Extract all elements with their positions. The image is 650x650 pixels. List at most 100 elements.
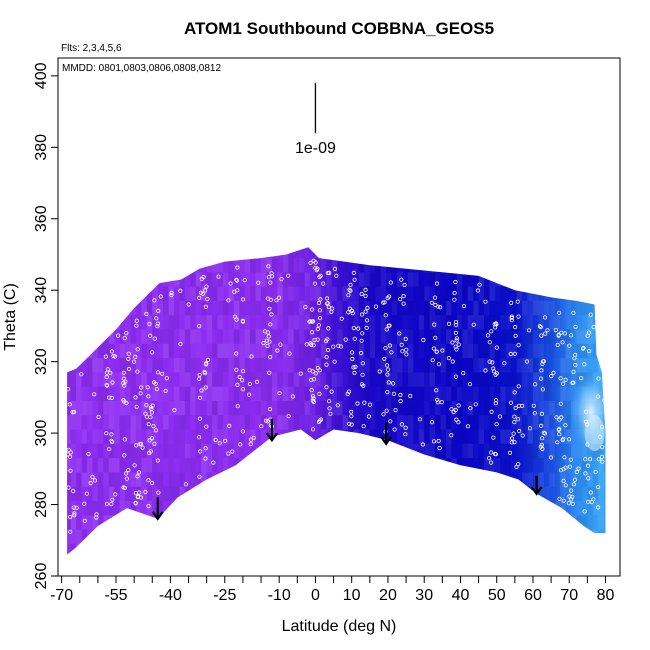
sample-point xyxy=(566,437,572,442)
sample-point xyxy=(364,325,369,330)
sample-point xyxy=(567,343,572,348)
sample-point xyxy=(84,491,90,496)
sample-point xyxy=(154,386,159,392)
sample-point xyxy=(558,401,563,406)
sample-point xyxy=(317,274,322,280)
sample-point xyxy=(602,398,607,403)
sample-point xyxy=(152,441,157,446)
x-axis-label: Latitude (deg N) xyxy=(282,618,397,635)
sample-point xyxy=(103,354,109,359)
sample-point xyxy=(467,382,473,387)
sample-point xyxy=(483,368,488,373)
sample-point xyxy=(203,304,208,309)
sample-point xyxy=(329,389,334,394)
sample-point xyxy=(211,460,216,465)
sample-point xyxy=(489,409,494,414)
x-tick-label: -70 xyxy=(50,587,73,604)
sample-point xyxy=(573,324,578,329)
sample-point xyxy=(164,375,169,381)
sample-point xyxy=(351,270,356,275)
sample-point xyxy=(488,460,494,465)
sample-point xyxy=(434,349,439,354)
sample-point xyxy=(82,501,87,506)
sample-point xyxy=(303,304,308,310)
sample-point xyxy=(600,459,605,464)
sample-point xyxy=(513,405,518,410)
sample-point xyxy=(600,424,605,430)
sample-point xyxy=(310,393,316,399)
sample-point xyxy=(586,476,591,481)
sample-point xyxy=(146,394,151,399)
sample-point xyxy=(138,391,143,396)
sample-point xyxy=(121,485,126,490)
sample-point xyxy=(237,374,242,380)
sample-point xyxy=(66,447,71,452)
sample-point xyxy=(336,343,341,348)
sample-point xyxy=(266,264,271,269)
sample-point xyxy=(317,391,322,396)
sample-point xyxy=(155,321,160,326)
sample-point xyxy=(238,442,243,447)
sample-point xyxy=(327,406,332,411)
sample-point xyxy=(403,336,408,342)
sample-point xyxy=(286,273,291,278)
sample-point xyxy=(269,312,274,317)
sample-point xyxy=(274,298,279,303)
sample-point xyxy=(508,351,513,357)
sample-point xyxy=(568,488,574,493)
sample-point xyxy=(580,346,586,351)
sample-point xyxy=(537,324,543,329)
sample-point xyxy=(456,403,461,408)
sample-point xyxy=(241,369,246,374)
sample-point xyxy=(461,303,467,309)
sample-point xyxy=(134,318,139,323)
sample-point xyxy=(491,435,496,440)
sample-point xyxy=(110,497,115,502)
sample-point xyxy=(399,422,404,427)
sample-point xyxy=(109,349,115,354)
sample-point xyxy=(512,390,517,395)
sample-point xyxy=(150,480,155,486)
sample-point xyxy=(326,304,331,310)
sample-point xyxy=(86,451,91,457)
sample-point xyxy=(440,348,445,353)
sample-point xyxy=(109,501,114,507)
sample-point xyxy=(599,353,604,359)
sample-point xyxy=(586,330,592,335)
sample-point xyxy=(497,414,503,419)
sample-point xyxy=(235,382,240,387)
sample-point xyxy=(363,287,368,292)
sample-point xyxy=(571,380,576,385)
sample-point xyxy=(134,443,139,448)
sample-point xyxy=(558,376,563,381)
sample-point xyxy=(352,336,357,341)
sample-point xyxy=(197,323,202,329)
sample-point xyxy=(561,478,566,483)
sample-point xyxy=(223,438,228,443)
sample-point xyxy=(583,419,589,424)
sample-point xyxy=(384,327,389,332)
sample-point xyxy=(563,483,568,488)
sample-point xyxy=(512,414,517,419)
sample-point xyxy=(135,369,140,374)
sample-point xyxy=(446,355,451,361)
sample-point xyxy=(133,501,138,506)
tropopause-arrow xyxy=(380,422,393,446)
sample-point xyxy=(582,362,587,367)
sample-point xyxy=(359,338,364,343)
x-tick-label: -40 xyxy=(159,587,182,604)
sample-point xyxy=(573,362,578,368)
sample-point xyxy=(230,449,235,454)
sample-point xyxy=(234,367,239,372)
sample-point xyxy=(133,354,138,359)
sample-point xyxy=(126,467,131,473)
sample-point xyxy=(526,328,532,333)
sample-point xyxy=(324,301,330,306)
sample-point xyxy=(155,370,161,375)
sample-point xyxy=(153,428,159,433)
sample-point xyxy=(325,347,331,353)
sample-point xyxy=(265,419,270,424)
sample-point xyxy=(543,331,548,336)
sample-point xyxy=(373,304,379,309)
sample-point xyxy=(197,395,203,400)
